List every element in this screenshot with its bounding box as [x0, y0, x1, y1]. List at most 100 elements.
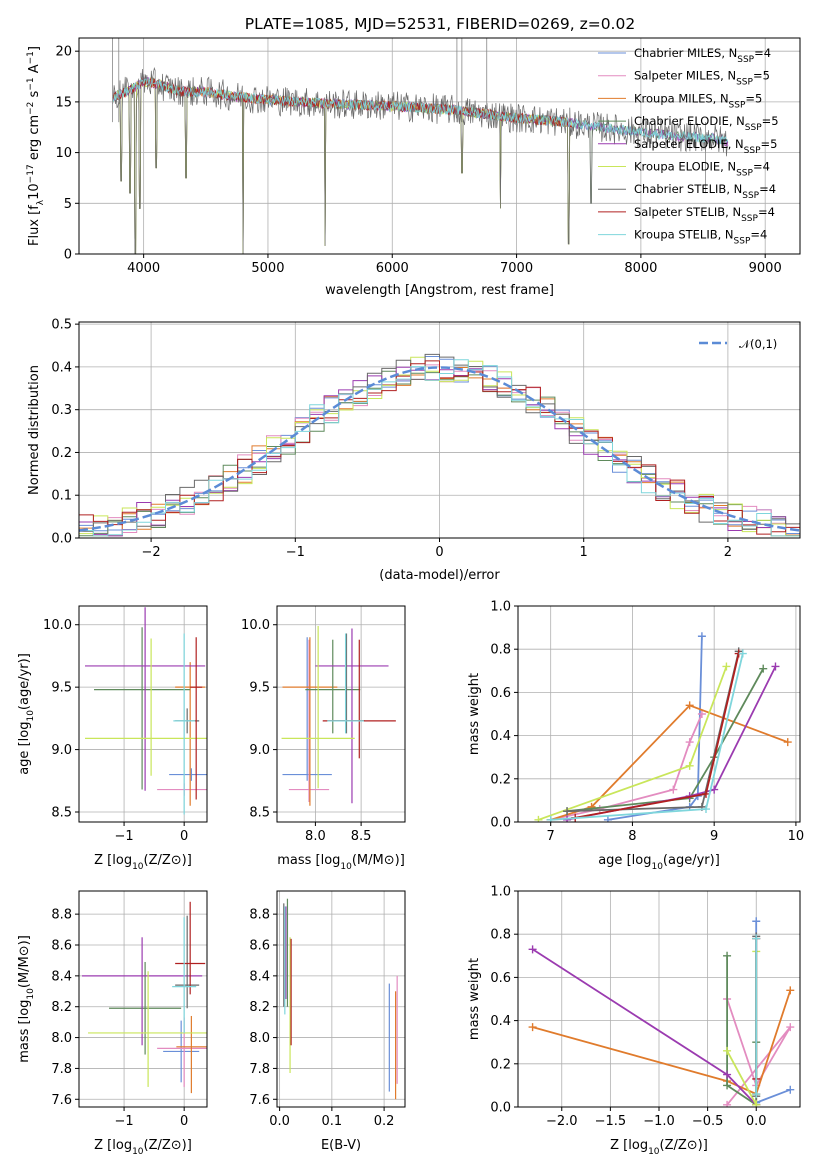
mage-xlabel-tail: (M/M⊙)]: [352, 853, 405, 868]
agew-xlabel-sub: 10: [651, 862, 663, 872]
zw-plus-marker: [723, 1100, 732, 1107]
zmass-xlabel-sub: 10: [132, 1147, 144, 1157]
legend-entry-label-sub: SSP: [736, 169, 753, 179]
ebv-ytick-label: 8.0: [249, 1031, 270, 1046]
zw-xtick-label: −1.0: [643, 1114, 675, 1129]
mage-xtick-label: 8.0: [305, 829, 326, 844]
agew-plus-marker: [759, 664, 768, 673]
zw-ytick-label: 0.4: [490, 1014, 511, 1029]
zage-xlabel-tail: (Z/Z⊙)]: [144, 853, 192, 868]
agew-plus-marker: [669, 785, 678, 794]
legend-entry-label: Chabrier ELODIE, NSSP=5: [634, 114, 779, 133]
spectrum-xtick-label: 6000: [376, 261, 409, 276]
spectrum-ylabel-part: −1: [26, 77, 36, 90]
agew-plus-marker: [685, 701, 694, 710]
legend-entry-label-tail: =4: [754, 46, 771, 60]
ebv-ytick-label: 7.8: [249, 1062, 270, 1077]
agew-series-line: [550, 713, 703, 821]
zw-plus-marker: [786, 986, 795, 995]
hist-ytick-label: 0.3: [51, 403, 72, 418]
zage-ytick-label: 8.5: [51, 806, 72, 821]
spectrum-ylabel-part: ]: [27, 46, 42, 51]
spectrum-xtick-label: 9000: [749, 261, 782, 276]
zw-plus-marker: [752, 1100, 761, 1107]
ebv-ytick-label: 8.6: [249, 939, 270, 954]
zmass-xlabel-main: Z [log: [94, 1138, 132, 1153]
legend-entry-label-tail: =4: [750, 228, 767, 242]
legend-entry-label-sub: SSP: [736, 78, 753, 88]
zmass-ylabel-main: mass [log: [17, 1000, 32, 1063]
zage-ylabel-sub: 10: [26, 710, 36, 722]
spectrum-xlabel: wavelength [Angstrom, rest frame]: [325, 283, 554, 298]
agew-series-line: [566, 666, 777, 821]
zmass-ylabel: mass [log10(M/M⊙)]: [17, 935, 36, 1063]
hist-ytick-label: 0.2: [51, 446, 72, 461]
zmass-xtick-label: −1: [114, 1114, 133, 1129]
legend-entry-label: Salpeter STELIB, NSSP=4: [634, 205, 775, 224]
agew-plus-marker: [738, 649, 747, 658]
hist-xtick-label: −2: [142, 545, 161, 560]
legend-entry-label-sub: SSP: [744, 146, 761, 156]
hist-legend-label: 𝒩(0,1): [739, 337, 777, 351]
legend-entry-label: Kroupa ELODIE, NSSP=4: [634, 160, 770, 179]
zmass-frame: [78, 890, 208, 1108]
agew-ylabel: mass weight: [467, 673, 482, 755]
agew-ytick-label: 0.4: [490, 729, 511, 744]
hist-ytick-label: 0.4: [51, 360, 72, 375]
agew-plus-marker: [563, 815, 572, 822]
spectrum-ytick-label: 5: [64, 197, 72, 212]
zmass-ylabel-tail: (M/M⊙)]: [17, 935, 32, 988]
agew-gridlines: [518, 605, 800, 823]
ebv-frame: [276, 890, 406, 1108]
zmass-ytick-label: 8.0: [51, 1031, 72, 1046]
zw-series-line: [726, 998, 792, 1106]
agew-plus-marker: [697, 632, 706, 641]
zw-gridlines: [518, 890, 800, 1108]
legend-entry-label-main: Chabrier STELIB, N: [634, 182, 742, 196]
zmass-ytick-label: 8.4: [51, 969, 72, 984]
hist-gaussian-curve: [79, 366, 800, 532]
agew-ytick-label: 1.0: [490, 600, 511, 615]
zw-ytick-label: 0.2: [490, 1057, 511, 1072]
spectrum-xtick-label: 8000: [624, 261, 657, 276]
ebv-xtick-label: 0.0: [269, 1114, 290, 1129]
agew-plus-marker: [722, 662, 731, 671]
spectrum-ylabel-part: s: [27, 90, 42, 101]
zw-xtick-label: −1.5: [595, 1114, 627, 1129]
agew-xtick-label: 8: [628, 829, 636, 844]
zmass-xlabel: Z [log10(Z/Z⊙)]: [94, 1138, 192, 1157]
zw-plus-marker: [786, 1085, 795, 1094]
hist-ytick-label: 0.0: [51, 532, 72, 547]
mage-xlabel-sub: 10: [340, 862, 352, 872]
zage-xlabel-main: Z [log: [94, 853, 132, 868]
legend-entry-label-tail: =5: [762, 114, 779, 128]
zmass-ytick-label: 7.6: [51, 1093, 72, 1108]
zmass-plot-area: [82, 901, 207, 1094]
agew-plus-marker: [697, 710, 706, 718]
hist-xtick-label: 1: [580, 545, 588, 560]
hist-xtick-label: −1: [286, 545, 305, 560]
legend-entry-label-tail: =4: [759, 182, 776, 196]
legend-entry-label-main: Chabrier MILES, N: [634, 46, 737, 60]
zw-xlabel-sub: 10: [648, 1147, 660, 1157]
zage-ylabel-main: age [log: [17, 722, 32, 775]
zage-xtick-label: −1: [114, 829, 133, 844]
agew-plus-marker: [595, 805, 604, 814]
legend-entry-label-tail: =4: [753, 160, 770, 174]
spectrum-frame: [78, 37, 801, 255]
zage-frame: [78, 605, 208, 823]
ebv-ytick-label: 8.8: [249, 908, 270, 923]
agew-plus-marker: [702, 805, 710, 814]
zage-ylabel-tail: (age/yr)]: [17, 653, 32, 710]
legend-entry-label-main: Kroupa ELODIE, N: [634, 160, 736, 174]
zage-ylabel: age [log10(age/yr)]: [17, 653, 36, 775]
panel-residual-histogram: −2 −1 0 1 2 0.0 0.1 0.2 0.3 0.4 0.5 𝒩(0,1) (data-mod…: [27, 318, 801, 583]
agew-series-line: [550, 704, 789, 821]
zw-series-line: [532, 990, 792, 1096]
legend-entry-label-tail: =5: [761, 137, 778, 151]
hist-xlabel: (data-model)/error: [379, 568, 500, 583]
zmass-gridlines: [79, 891, 207, 1107]
agew-xlabel-main: age [log: [598, 853, 651, 868]
hist-plot-area: [79, 353, 800, 537]
spectrum-ylabel-part: A: [27, 64, 42, 77]
